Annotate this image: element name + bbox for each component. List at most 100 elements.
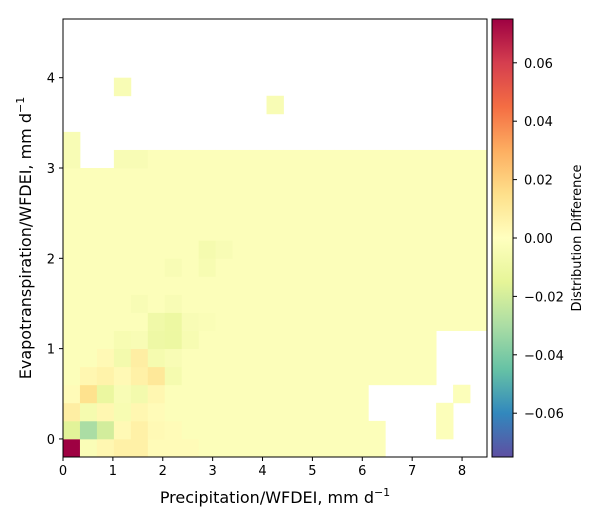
- colorbar-tick-label: −0.02: [524, 290, 564, 305]
- heatmap-cell: [317, 312, 335, 331]
- heatmap-cell: [181, 330, 200, 350]
- heatmap-cell: [368, 420, 386, 440]
- heatmap-cell: [283, 276, 301, 295]
- heatmap-cell: [164, 438, 183, 458]
- heatmap-cell: [368, 186, 386, 205]
- heatmap-cell: [368, 294, 386, 313]
- heatmap-cell: [334, 222, 352, 241]
- heatmap-cell: [283, 222, 301, 241]
- heatmap-cell: [232, 312, 250, 331]
- heatmap-cell: [181, 438, 200, 458]
- heatmap-cell: [147, 186, 166, 205]
- heatmap-cell: [453, 204, 471, 223]
- heatmap-cell: [113, 330, 132, 350]
- heatmap-cell: [453, 294, 471, 313]
- heatmap-cell: [181, 384, 200, 404]
- heatmap-cell: [385, 222, 403, 241]
- heatmap-cell: [232, 330, 250, 350]
- heatmap-cell: [334, 276, 352, 295]
- heatmap-cell: [317, 186, 335, 205]
- heatmap-cell: [164, 240, 183, 259]
- heatmap-cell: [266, 294, 284, 313]
- heatmap-cell: [96, 366, 115, 386]
- heatmap-cell: [198, 168, 217, 187]
- heatmap-cell: [147, 438, 166, 458]
- heatmap-cell: [402, 149, 420, 169]
- heatmap-cell: [402, 294, 420, 313]
- heatmap-cell: [63, 168, 81, 187]
- heatmap-cell: [113, 276, 132, 295]
- heatmap-cell: [147, 222, 166, 241]
- y-tick-label: 0: [47, 433, 55, 448]
- heatmap-cell: [215, 366, 233, 386]
- heatmap-cell: [351, 420, 369, 440]
- heatmap-cell: [351, 402, 369, 422]
- heatmap-cell: [232, 438, 250, 458]
- heatmap-cell: [232, 186, 250, 205]
- heatmap-cell: [130, 312, 149, 331]
- heatmap-cell: [215, 240, 233, 259]
- y-tick-label: 3: [47, 162, 55, 177]
- heatmap-cell: [130, 366, 149, 386]
- heatmap-cell: [130, 204, 149, 223]
- heatmap-cell: [79, 204, 98, 223]
- heatmap-cell: [79, 384, 98, 404]
- heatmap-cell: [283, 149, 301, 169]
- heatmap-cell: [470, 258, 488, 277]
- heatmap-cell: [249, 366, 267, 386]
- heatmap-cell: [215, 149, 233, 169]
- heatmap-cell: [147, 402, 166, 422]
- heatmap-cell: [317, 204, 335, 223]
- heatmap-cell: [283, 294, 301, 313]
- x-tick-label: 1: [109, 464, 117, 479]
- heatmap-cell: [283, 402, 301, 422]
- heatmap-cell: [181, 258, 200, 277]
- heatmap-cell: [436, 186, 454, 205]
- heatmap-cell: [181, 186, 200, 205]
- heatmap-cell: [351, 348, 369, 368]
- heatmap-cell: [79, 366, 98, 386]
- heatmap-cell: [79, 402, 98, 422]
- heatmap-cell: [63, 149, 81, 169]
- heatmap-cell: [385, 204, 403, 223]
- heatmap-cell: [130, 258, 149, 277]
- heatmap-cell: [470, 222, 488, 241]
- heatmap-cell: [232, 294, 250, 313]
- heatmap-cell: [113, 149, 132, 169]
- heatmap-cell: [317, 168, 335, 187]
- heatmap-cell: [436, 222, 454, 241]
- heatmap-cell: [334, 402, 352, 422]
- heatmap-cell: [334, 330, 352, 350]
- heatmap-cell: [419, 348, 437, 368]
- heatmap-cell: [164, 366, 183, 386]
- heatmap-cell: [436, 312, 454, 331]
- heatmap-cell: [470, 276, 488, 295]
- x-tick-label: 0: [59, 464, 67, 479]
- heatmap-cell: [63, 438, 81, 458]
- heatmap-cell: [334, 384, 352, 404]
- heatmap-cell: [232, 168, 250, 187]
- heatmap-cell: [215, 276, 233, 295]
- heatmap-cell: [130, 276, 149, 295]
- heatmap-cell: [198, 402, 217, 422]
- heatmap-cell: [96, 294, 115, 313]
- x-tick-label: 2: [159, 464, 167, 479]
- heatmap-cell: [249, 168, 267, 187]
- heatmap-cell: [198, 204, 217, 223]
- heatmap-cell: [63, 258, 81, 277]
- heatmap-cell: [164, 168, 183, 187]
- heatmap-cell: [402, 204, 420, 223]
- heatmap-cell: [453, 312, 471, 331]
- heatmap-cell: [147, 330, 166, 350]
- heatmap-cell: [300, 186, 318, 205]
- heatmap-cell: [181, 348, 200, 368]
- heatmap-cell: [215, 186, 233, 205]
- heatmap-cell: [368, 222, 386, 241]
- heatmap-cell: [351, 240, 369, 259]
- x-axis-label: Precipitation/WFDEI, mm d−1: [160, 486, 390, 507]
- heatmap-cell: [266, 240, 284, 259]
- heatmap-cell: [113, 258, 132, 277]
- heatmap-cell: [147, 384, 166, 404]
- heatmap-cell: [402, 222, 420, 241]
- heatmap-cell: [402, 168, 420, 187]
